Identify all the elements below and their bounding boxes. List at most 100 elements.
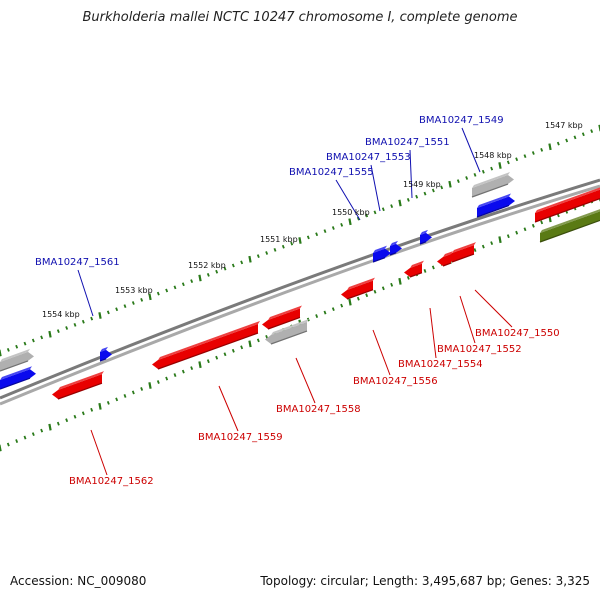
backbone-line bbox=[0, 178, 600, 400]
gene-label: BMA10247_1553 bbox=[326, 152, 411, 163]
track-tick bbox=[473, 172, 477, 177]
leader-line bbox=[409, 149, 413, 199]
gene-features bbox=[0, 172, 600, 400]
track-tick bbox=[256, 338, 260, 343]
leader-line bbox=[461, 127, 481, 173]
track-tick bbox=[398, 277, 402, 285]
track-tick bbox=[315, 314, 319, 318]
track-tick bbox=[48, 423, 52, 431]
track-tick bbox=[565, 138, 569, 143]
gene-label: BMA10247_1551 bbox=[365, 137, 450, 148]
track-tick bbox=[340, 222, 344, 227]
track-tick bbox=[98, 312, 102, 319]
track-tick bbox=[431, 188, 435, 193]
track-tick bbox=[373, 289, 377, 294]
track-tick bbox=[165, 376, 169, 381]
track-tick bbox=[290, 241, 294, 246]
track-tick bbox=[356, 216, 360, 221]
gene-red-1550 bbox=[446, 242, 476, 263]
track-tick bbox=[381, 286, 385, 291]
track-tick bbox=[356, 296, 360, 301]
track-tick bbox=[148, 382, 152, 389]
track-tick bbox=[390, 204, 394, 209]
track-tick bbox=[115, 307, 119, 312]
leader-line bbox=[370, 164, 381, 212]
track-tick bbox=[498, 162, 502, 169]
track-tick bbox=[0, 349, 2, 357]
gene-blue-1555 bbox=[419, 229, 432, 245]
track-tick bbox=[298, 237, 302, 244]
track-tick bbox=[223, 266, 227, 271]
gene-red-1554 bbox=[404, 260, 424, 278]
track-tick bbox=[156, 291, 160, 296]
track-tick bbox=[465, 176, 469, 180]
track-tick bbox=[531, 151, 535, 155]
track-tick bbox=[540, 220, 544, 225]
gene-label: BMA10247_1555 bbox=[289, 167, 374, 178]
track-tick bbox=[240, 260, 244, 265]
track-tick bbox=[531, 223, 535, 228]
track-tick bbox=[231, 263, 235, 268]
track-tick bbox=[323, 229, 327, 234]
tick-label: 1549 kbp bbox=[403, 180, 441, 189]
track-tick bbox=[581, 132, 585, 137]
track-tick bbox=[481, 244, 485, 249]
track-tick bbox=[498, 236, 502, 244]
track-tick bbox=[56, 421, 60, 426]
leader-line bbox=[295, 357, 316, 404]
track-tick bbox=[398, 199, 402, 207]
track-tick bbox=[165, 288, 169, 293]
gene-label: BMA10247_1554 bbox=[398, 359, 483, 370]
track-tick bbox=[106, 400, 110, 405]
tick-label: 1554 kbp bbox=[42, 310, 80, 319]
accession-text: Accession: NC_009080 bbox=[10, 574, 147, 588]
gene-gray-1548 bbox=[471, 172, 514, 198]
gene-olive-right bbox=[539, 209, 600, 243]
track-tick bbox=[448, 180, 452, 188]
track-tick bbox=[515, 157, 519, 162]
leader-line bbox=[335, 179, 361, 221]
tick-label: 1547 kbp bbox=[545, 121, 583, 130]
chromosome-backbone bbox=[0, 178, 600, 406]
label-leader-lines bbox=[77, 127, 513, 476]
gene-blue-left bbox=[0, 366, 36, 390]
track-tick bbox=[131, 390, 135, 395]
track-tick bbox=[98, 402, 102, 410]
track-tick bbox=[323, 310, 327, 315]
track-tick bbox=[215, 269, 219, 274]
track-tick bbox=[81, 319, 85, 324]
track-tick bbox=[31, 338, 35, 343]
track-tick bbox=[348, 298, 352, 306]
track-tick bbox=[231, 348, 235, 353]
leader-line bbox=[429, 307, 437, 359]
leader-line bbox=[77, 269, 94, 317]
gene-blue-1549 bbox=[476, 193, 515, 218]
gene-label: BMA10247_1562 bbox=[69, 476, 154, 487]
track-tick bbox=[365, 213, 369, 218]
track-tick bbox=[73, 322, 77, 327]
genome-summary-text: Topology: circular; Length: 3,495,687 bp… bbox=[260, 574, 590, 588]
gene-gray-left bbox=[0, 348, 34, 372]
gene-label: BMA10247_1561 bbox=[35, 257, 120, 268]
track-tick bbox=[181, 369, 185, 374]
track-tick bbox=[423, 269, 427, 273]
track-tick bbox=[573, 135, 577, 140]
track-tick bbox=[273, 247, 277, 252]
track-tick bbox=[548, 143, 552, 151]
track-tick bbox=[265, 251, 269, 255]
track-tick bbox=[490, 241, 494, 246]
track-tick bbox=[281, 244, 285, 249]
track-tick bbox=[48, 330, 52, 338]
track-tick bbox=[248, 340, 252, 348]
gene-red-right bbox=[534, 187, 600, 223]
track-tick bbox=[456, 179, 460, 184]
track-tick bbox=[198, 361, 202, 369]
track-tick bbox=[523, 227, 527, 232]
track-tick bbox=[406, 197, 410, 202]
track-tick bbox=[406, 275, 410, 280]
leader-line bbox=[90, 429, 108, 476]
track-tick bbox=[256, 254, 260, 259]
gene-red-1557 bbox=[262, 305, 302, 330]
backbone-line-inner bbox=[0, 184, 600, 406]
